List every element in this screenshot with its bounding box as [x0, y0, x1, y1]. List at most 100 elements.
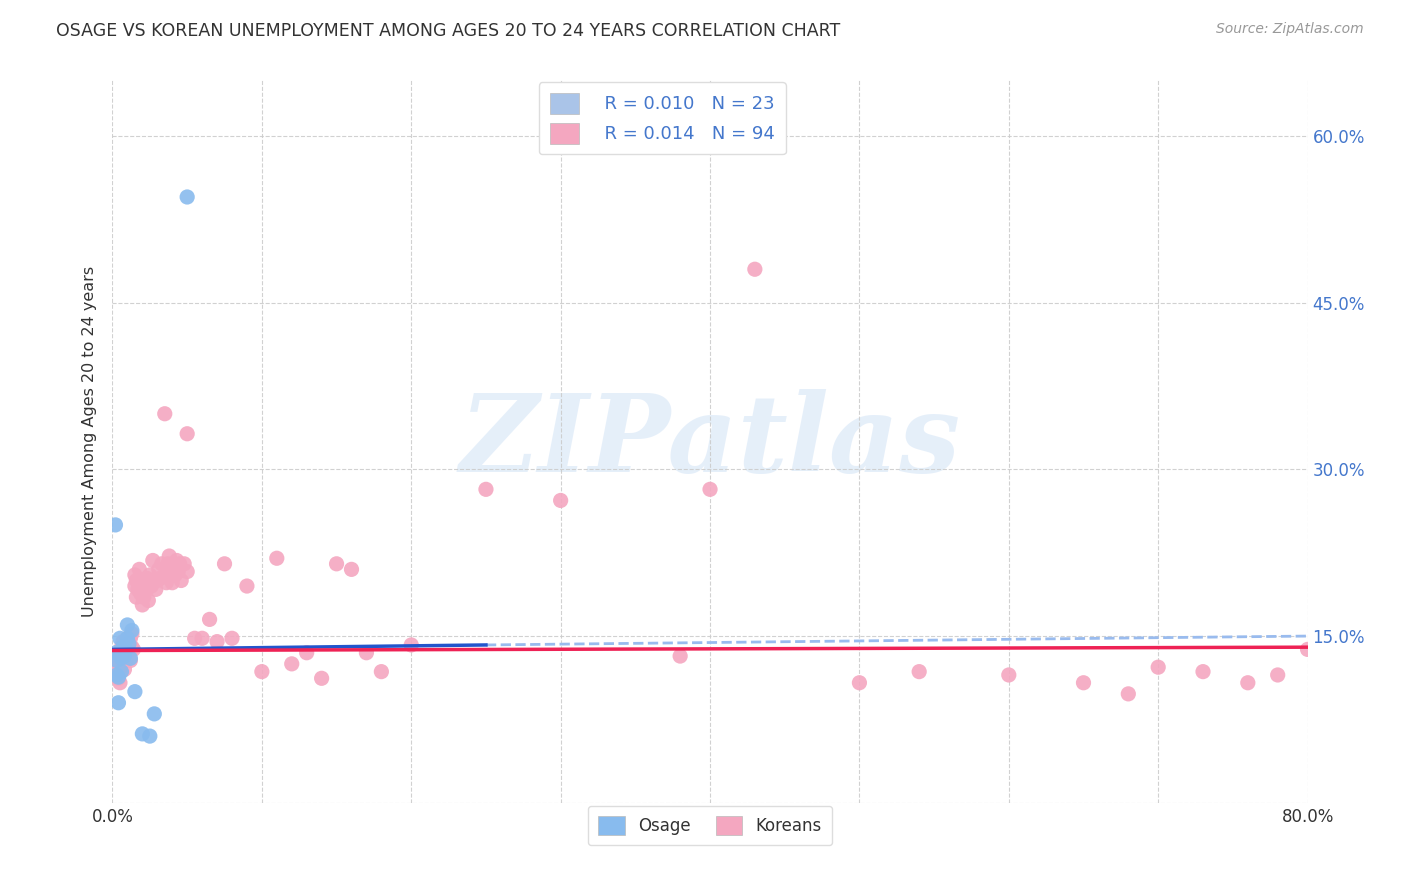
Point — [121, 624, 143, 638]
Point — [155, 575, 177, 590]
Point — [111, 634, 134, 648]
Point — [141, 579, 163, 593]
Point — [134, 579, 156, 593]
Point — [139, 729, 162, 743]
Y-axis label: Unemployment Among Ages 20 to 24 years: Unemployment Among Ages 20 to 24 years — [82, 266, 97, 617]
Point — [1118, 687, 1140, 701]
Point — [153, 568, 176, 582]
Point — [108, 662, 131, 676]
Point — [153, 407, 176, 421]
Point — [107, 657, 129, 671]
Point — [117, 632, 139, 646]
Point — [105, 653, 128, 667]
Point — [176, 565, 198, 579]
Point — [170, 574, 193, 588]
Point — [138, 593, 160, 607]
Point — [105, 668, 128, 682]
Point — [146, 574, 169, 588]
Point — [848, 675, 870, 690]
Point — [110, 665, 132, 679]
Point — [162, 575, 183, 590]
Point — [104, 646, 127, 660]
Point — [111, 640, 134, 655]
Point — [124, 568, 146, 582]
Point — [131, 598, 153, 612]
Point — [311, 671, 333, 685]
Point — [236, 579, 259, 593]
Point — [132, 590, 155, 604]
Point — [150, 557, 173, 571]
Point — [198, 612, 221, 626]
Point — [191, 632, 214, 646]
Point — [114, 649, 135, 664]
Point — [110, 640, 132, 655]
Point — [107, 671, 129, 685]
Text: OSAGE VS KOREAN UNEMPLOYMENT AMONG AGES 20 TO 24 YEARS CORRELATION CHART: OSAGE VS KOREAN UNEMPLOYMENT AMONG AGES … — [56, 22, 841, 40]
Point — [1147, 660, 1170, 674]
Point — [205, 634, 228, 648]
Point — [104, 517, 127, 532]
Text: Source: ZipAtlas.com: Source: ZipAtlas.com — [1216, 22, 1364, 37]
Point — [114, 662, 135, 676]
Point — [176, 426, 198, 441]
Point — [166, 553, 188, 567]
Point — [1237, 675, 1260, 690]
Point — [107, 696, 129, 710]
Point — [163, 557, 186, 571]
Point — [110, 653, 132, 667]
Point — [325, 557, 347, 571]
Point — [169, 557, 191, 571]
Point — [105, 653, 128, 667]
Point — [143, 574, 166, 588]
Point — [117, 618, 139, 632]
Point — [295, 646, 318, 660]
Point — [1192, 665, 1215, 679]
Point — [148, 562, 170, 576]
Point — [1296, 642, 1319, 657]
Point — [998, 668, 1021, 682]
Point — [115, 653, 138, 667]
Point — [356, 646, 378, 660]
Point — [550, 493, 572, 508]
Point — [250, 665, 273, 679]
Point — [173, 557, 195, 571]
Point — [108, 675, 131, 690]
Point — [108, 646, 131, 660]
Point — [699, 483, 721, 497]
Point — [143, 706, 166, 721]
Point — [131, 727, 153, 741]
Point — [475, 483, 498, 497]
Legend: Osage, Koreans: Osage, Koreans — [588, 805, 832, 845]
Point — [120, 651, 142, 665]
Point — [105, 665, 128, 679]
Point — [744, 262, 766, 277]
Point — [145, 582, 167, 597]
Point — [104, 649, 127, 664]
Point — [340, 562, 363, 576]
Point — [117, 632, 139, 646]
Point — [107, 670, 129, 684]
Point — [115, 642, 138, 657]
Point — [221, 632, 243, 646]
Point — [1267, 668, 1289, 682]
Point — [128, 562, 150, 576]
Point — [118, 637, 141, 651]
Point — [118, 638, 141, 652]
Point — [266, 551, 288, 566]
Point — [165, 568, 187, 582]
Point — [1073, 675, 1095, 690]
Point — [135, 571, 157, 585]
Point — [111, 646, 134, 660]
Point — [167, 565, 190, 579]
Point — [129, 587, 152, 601]
Text: ZIPatlas: ZIPatlas — [460, 389, 960, 494]
Point — [108, 632, 131, 646]
Point — [908, 665, 931, 679]
Point — [124, 684, 146, 698]
Point — [125, 574, 148, 588]
Point — [159, 568, 181, 582]
Point — [139, 568, 162, 582]
Point — [669, 649, 692, 664]
Point — [176, 190, 198, 204]
Point — [110, 651, 132, 665]
